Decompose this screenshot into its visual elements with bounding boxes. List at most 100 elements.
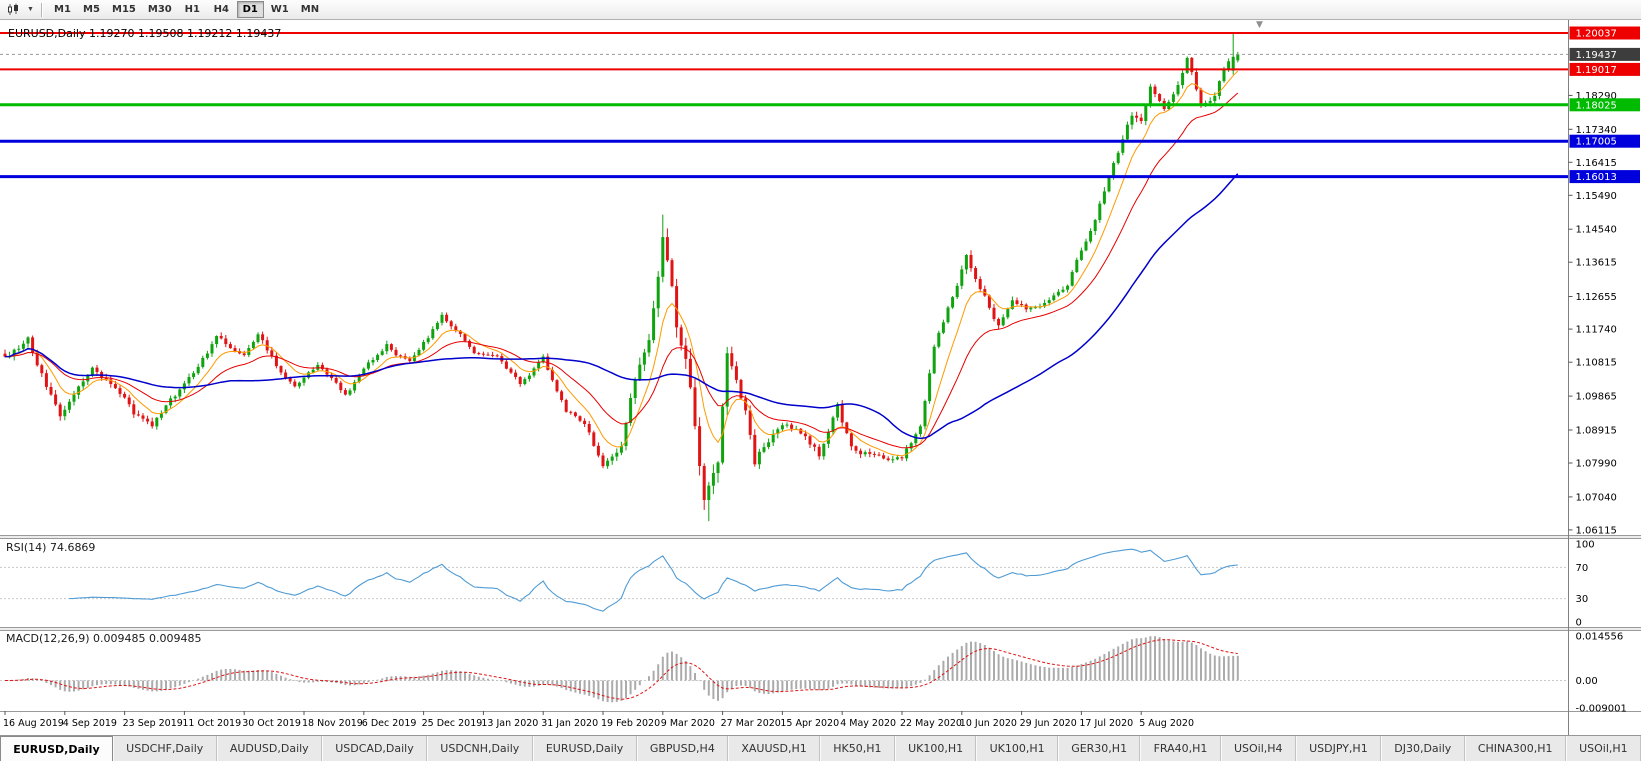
timeframe-toolbar: M1 M5 M15 M30 H1 H4 D1 W1 MN	[48, 1, 325, 18]
svg-text:18 Nov 2019: 18 Nov 2019	[302, 718, 363, 729]
svg-text:0.014556: 0.014556	[1576, 632, 1624, 643]
chart-tab-china300-h1[interactable]: CHINA300,H1	[1464, 736, 1566, 761]
timeframe-button-m5[interactable]: M5	[78, 1, 105, 18]
svg-text:31 Jan 2020: 31 Jan 2020	[541, 718, 598, 729]
ma-slow-blue	[4, 173, 1239, 440]
svg-text:6 Dec 2019: 6 Dec 2019	[362, 718, 417, 729]
price-axis[interactable]: 1.18290 1.17340 1.16415 1.15490 1.14540 1.136…	[1568, 20, 1641, 735]
chart-tab-fra40-h1[interactable]: FRA40,H1	[1140, 736, 1221, 761]
price-tag-1.18025: 1.18025	[1569, 98, 1640, 112]
chart-type-dropdown[interactable]: ▼	[25, 1, 36, 18]
pane-splitter[interactable]	[0, 627, 1641, 631]
price-tag-1.19437: 1.19437	[1569, 47, 1640, 61]
macd-pane	[0, 636, 1569, 703]
chart-shift-marker[interactable]: ▼	[1256, 20, 1263, 30]
pane-splitter[interactable]	[0, 535, 1641, 539]
timeframe-button-m1[interactable]: M1	[49, 1, 76, 18]
chart-tab-usdjpy-h1[interactable]: USDJPY,H1	[1295, 736, 1381, 761]
ma-mid-red	[5, 92, 1239, 449]
svg-text:10 Jun 2020: 10 Jun 2020	[960, 718, 1017, 729]
timeframe-button-m30[interactable]: M30	[143, 1, 177, 18]
svg-text:1.19017: 1.19017	[1576, 65, 1617, 76]
rsi-pane	[0, 548, 1569, 612]
chart-tab-uk100-h1[interactable]: UK100,H1	[976, 736, 1058, 761]
svg-text:1.10815: 1.10815	[1576, 358, 1617, 369]
chart-tab-audusd-daily[interactable]: AUDUSD,Daily	[216, 736, 322, 761]
chart-tab-usdcnh-daily[interactable]: USDCNH,Daily	[427, 736, 533, 761]
moving-average-lines	[4, 70, 1239, 457]
svg-text:4 Sep 2019: 4 Sep 2019	[63, 718, 117, 729]
macd-signal-line	[5, 639, 1238, 700]
svg-text:19 Feb 2020: 19 Feb 2020	[601, 718, 660, 729]
svg-text:1.07040: 1.07040	[1576, 492, 1617, 503]
horizontal-price-lines[interactable]	[0, 32, 1569, 179]
svg-text:4 May 2020: 4 May 2020	[840, 718, 896, 729]
chart-tab-dj30-daily[interactable]: DJ30,Daily	[1380, 736, 1465, 761]
svg-text:15 Apr 2020: 15 Apr 2020	[780, 718, 839, 729]
macd-histogram	[13, 636, 1239, 703]
timeframe-button-h1[interactable]: H1	[179, 1, 206, 18]
chart-tab-xauusd-h1[interactable]: XAUUSD,H1	[728, 736, 821, 761]
chart-tab-uk100-h1[interactable]: UK100,H1	[894, 736, 977, 761]
svg-text:13 Jan 2020: 13 Jan 2020	[481, 718, 538, 729]
svg-text:1.06115: 1.06115	[1576, 525, 1617, 536]
svg-text:17 Jul 2020: 17 Jul 2020	[1079, 718, 1133, 729]
svg-text:16 Aug 2019: 16 Aug 2019	[3, 718, 64, 729]
price-tag-1.20037: 1.20037	[1569, 26, 1640, 40]
timeframe-button-h4[interactable]: H4	[208, 1, 235, 18]
svg-text:30 Oct 2019: 30 Oct 2019	[242, 718, 301, 729]
svg-text:100: 100	[1576, 540, 1595, 551]
chart-type-button[interactable]	[3, 1, 25, 18]
chart-tab-usoil-h1[interactable]: USOil,H1	[1565, 736, 1641, 761]
svg-text:25 Dec 2019: 25 Dec 2019	[422, 718, 483, 729]
chart-tab-gbpusd-h4[interactable]: GBPUSD,H4	[636, 736, 729, 761]
svg-text:1.07990: 1.07990	[1576, 459, 1617, 470]
svg-text:29 Jun 2020: 29 Jun 2020	[1020, 718, 1077, 729]
price-tag-1.16013: 1.16013	[1569, 170, 1640, 184]
chart-tab-eurusd-daily[interactable]: EURUSD,Daily	[0, 736, 113, 761]
chart-area[interactable]: 1.18290 1.17340 1.16415 1.15490 1.14540 1.136…	[0, 20, 1641, 735]
timeframe-button-d1[interactable]: D1	[236, 1, 264, 18]
svg-text:1.09865: 1.09865	[1576, 392, 1617, 403]
price-tag-1.17005: 1.17005	[1569, 134, 1640, 148]
chart-tab-ger30-h1[interactable]: GER30,H1	[1057, 736, 1141, 761]
svg-text:1.12655: 1.12655	[1576, 292, 1617, 303]
chart-tab-hk50-h1[interactable]: HK50,H1	[820, 736, 895, 761]
chart-canvas[interactable]: 1.18290 1.17340 1.16415 1.15490 1.14540 1.136…	[0, 20, 1641, 735]
timeframe-button-mn[interactable]: MN	[296, 1, 324, 18]
svg-text:0.00: 0.00	[1576, 676, 1598, 687]
svg-text:1.15490: 1.15490	[1576, 191, 1617, 202]
chart-tab-usoil-h4[interactable]: USOil,H4	[1220, 736, 1296, 761]
svg-text:22 May 2020: 22 May 2020	[900, 718, 962, 729]
candlestick-chart-icon	[8, 3, 18, 15]
svg-text:23 Sep 2019: 23 Sep 2019	[123, 718, 183, 729]
svg-text:0: 0	[1576, 618, 1582, 629]
svg-text:11 Oct 2019: 11 Oct 2019	[182, 718, 241, 729]
svg-text:1.17340: 1.17340	[1576, 125, 1617, 136]
chart-tab-usdcad-daily[interactable]: USDCAD,Daily	[321, 736, 428, 761]
svg-text:1.16415: 1.16415	[1576, 158, 1617, 169]
chart-tab-usdchf-daily[interactable]: USDCHF,Daily	[112, 736, 217, 761]
price-tag-1.19017: 1.19017	[1569, 62, 1640, 76]
chart-title: EURUSD,Daily 1.19270 1.19508 1.19212 1.1…	[8, 27, 282, 40]
svg-text:1.19437: 1.19437	[1576, 50, 1617, 61]
ma-fast-orange	[4, 70, 1239, 457]
chart-tabs-bar: EURUSD,Daily USDCHF,Daily AUDUSD,Daily USDC…	[0, 735, 1641, 761]
timeframe-button-w1[interactable]: W1	[266, 1, 294, 18]
svg-text:1.17005: 1.17005	[1576, 137, 1617, 148]
toolbar-separator	[41, 2, 43, 17]
svg-text:1.18290: 1.18290	[1576, 91, 1617, 102]
svg-text:1.13615: 1.13615	[1576, 258, 1617, 269]
svg-text:9 Mar 2020: 9 Mar 2020	[661, 718, 715, 729]
svg-text:-0.009001: -0.009001	[1576, 704, 1627, 715]
timeframe-button-m15[interactable]: M15	[107, 1, 141, 18]
svg-text:1.16013: 1.16013	[1576, 172, 1617, 183]
macd-label: MACD(12,26,9) 0.009485 0.009485	[6, 632, 202, 645]
rsi-line	[69, 548, 1238, 612]
svg-text:1.08915: 1.08915	[1576, 426, 1617, 437]
toolbar: ▼ M1 M5 M15 M30 H1 H4 D1 W1 MN	[0, 0, 1641, 20]
svg-text:1.14540: 1.14540	[1576, 225, 1617, 236]
chart-tab-eurusd-daily[interactable]: EURUSD,Daily	[532, 736, 637, 761]
